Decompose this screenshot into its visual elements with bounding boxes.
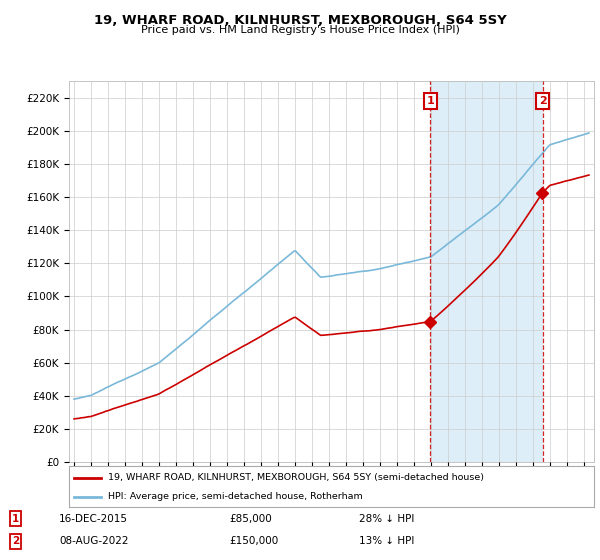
Text: £85,000: £85,000 [229,514,272,524]
Text: Price paid vs. HM Land Registry's House Price Index (HPI): Price paid vs. HM Land Registry's House … [140,25,460,35]
Text: 28% ↓ HPI: 28% ↓ HPI [359,514,414,524]
Bar [430,81,543,462]
Text: 1: 1 [427,96,434,106]
Text: 13% ↓ HPI: 13% ↓ HPI [359,536,414,546]
Text: 08-AUG-2022: 08-AUG-2022 [59,536,128,546]
Text: HPI: Average price, semi-detached house, Rotherham: HPI: Average price, semi-detached house,… [109,492,363,501]
Text: £150,000: £150,000 [229,536,278,546]
Text: 2: 2 [12,536,19,546]
Text: 16-DEC-2015: 16-DEC-2015 [59,514,128,524]
Text: 2: 2 [539,96,547,106]
Text: 19, WHARF ROAD, KILNHURST, MEXBOROUGH, S64 5SY (semi-detached house): 19, WHARF ROAD, KILNHURST, MEXBOROUGH, S… [109,473,484,482]
Text: 19, WHARF ROAD, KILNHURST, MEXBOROUGH, S64 5SY: 19, WHARF ROAD, KILNHURST, MEXBOROUGH, S… [94,14,506,27]
Text: 1: 1 [12,514,19,524]
